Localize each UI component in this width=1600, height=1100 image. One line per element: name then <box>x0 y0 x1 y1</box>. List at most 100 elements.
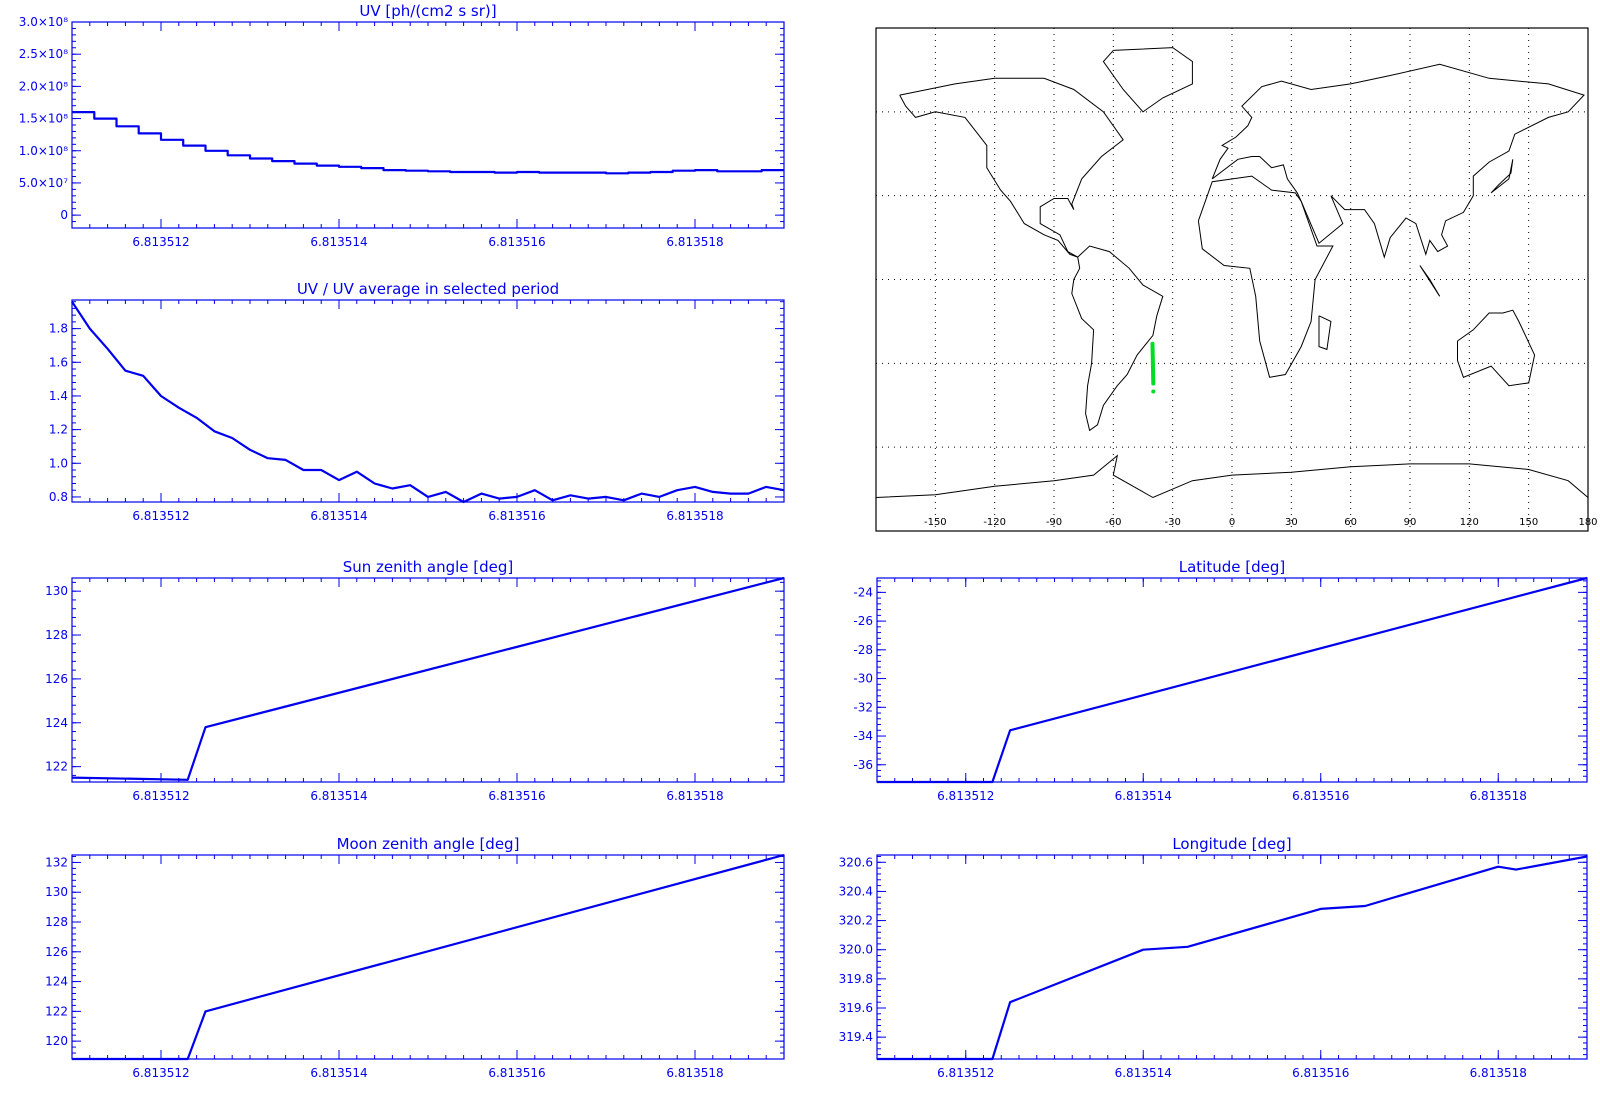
y-tick-label: 320.4 <box>839 884 873 898</box>
map-xtick-label: -90 <box>1046 517 1062 528</box>
chart-title: Sun zenith angle [deg] <box>343 558 514 576</box>
y-tick-label: 1.8 <box>49 322 68 336</box>
x-tick-label: 6.813516 <box>488 789 545 803</box>
y-tick-label: -32 <box>853 700 873 714</box>
y-tick-label: 124 <box>45 975 68 989</box>
map-coastline <box>1102 47 1193 113</box>
map-frame <box>875 27 1589 532</box>
x-tick-label: 6.813516 <box>488 1066 545 1080</box>
y-tick-label: 122 <box>45 760 68 774</box>
x-tick-label: 6.813518 <box>1470 1066 1527 1080</box>
map-coastline <box>1490 159 1514 194</box>
y-tick-label: 2.0×10⁸ <box>19 79 68 93</box>
x-tick-label: 6.813514 <box>310 1066 367 1080</box>
series-line <box>71 301 785 504</box>
x-tick-label: 6.813514 <box>310 509 367 523</box>
x-tick-label: 6.813516 <box>1292 1066 1349 1080</box>
y-tick-label: 5.0×10⁷ <box>19 176 68 190</box>
map-xtick-label: 150 <box>1519 517 1538 528</box>
y-tick-label: -24 <box>853 585 873 599</box>
y-tick-label: 1.6 <box>49 355 68 369</box>
chart-title: UV [ph/(cm2 s sr)] <box>359 2 496 20</box>
x-tick-label: 6.813518 <box>666 509 723 523</box>
y-tick-label: 126 <box>45 945 68 959</box>
y-tick-label: -36 <box>853 758 873 772</box>
series-line <box>72 110 784 175</box>
x-tick-label: 6.813512 <box>132 509 189 523</box>
map-track-point <box>1151 389 1156 394</box>
series-line <box>71 576 785 781</box>
y-tick-label: 126 <box>45 672 68 686</box>
map-coastline <box>1457 309 1536 387</box>
map-xtick-label: -30 <box>1164 517 1180 528</box>
y-tick-label: 130 <box>45 584 68 598</box>
x-tick-label: 6.813512 <box>937 1066 994 1080</box>
y-tick-label: 0 <box>60 208 68 222</box>
chart-lat: Latitude [deg] 6.813512 6.813514 6.813516 6.… <box>853 558 1588 803</box>
chart-mza: Moon zenith angle [deg] 6.813512 6.813514 6… <box>45 835 785 1080</box>
map-coastline <box>875 454 1589 499</box>
chart-title: UV / UV average in selected period <box>297 280 559 298</box>
map-xtick-label: 180 <box>1578 517 1597 528</box>
x-tick-label: 6.813516 <box>1292 789 1349 803</box>
y-tick-label: 1.0×10⁸ <box>19 144 68 158</box>
chart-sza: Sun zenith angle [deg] 6.813512 6.813514 6.… <box>45 558 785 803</box>
plot-frame <box>876 854 1588 1060</box>
x-tick-label: 6.813518 <box>666 235 723 249</box>
y-tick-label: 319.8 <box>839 972 873 986</box>
x-tick-label: 6.813514 <box>1115 1066 1172 1080</box>
x-tick-label: 6.813518 <box>666 789 723 803</box>
y-tick-label: -28 <box>853 643 873 657</box>
plot-frame <box>876 577 1588 783</box>
x-tick-label: 6.813512 <box>937 789 994 803</box>
y-tick-label: 132 <box>45 855 68 869</box>
map-coastline <box>1419 265 1441 297</box>
map-coastline <box>1071 245 1164 432</box>
y-tick-label: -26 <box>853 614 873 628</box>
series-line <box>877 855 1588 1061</box>
y-tick-label: 3.0×10⁸ <box>19 15 68 29</box>
x-tick-label: 6.813514 <box>1115 789 1172 803</box>
map-coastline <box>1197 175 1334 378</box>
y-tick-label: 0.8 <box>49 490 68 504</box>
y-tick-label: 2.5×10⁸ <box>19 47 68 61</box>
y-tick-label: 120 <box>45 1034 68 1048</box>
plot-frame <box>71 299 785 503</box>
chart-map: -150 -120 -90 -60 -30 0 30 60 90 120 150 180 <box>875 27 1598 532</box>
map-xtick-label: 30 <box>1285 517 1298 528</box>
series-line <box>72 853 785 1061</box>
y-tick-label: 128 <box>45 915 68 929</box>
x-tick-label: 6.813512 <box>132 1066 189 1080</box>
chart-uv: UV [ph/(cm2 s sr)] 6.813512 6.813514 6.8135… <box>19 2 785 249</box>
map-xtick-label: 0 <box>1229 517 1235 528</box>
plot-frame <box>71 21 785 229</box>
chart-lon: Longitude [deg] 6.813512 6.813514 6.813516 6… <box>839 835 1588 1080</box>
y-tick-label: 319.4 <box>839 1030 873 1044</box>
y-tick-label: 1.4 <box>49 389 68 403</box>
plot-frame <box>71 854 785 1060</box>
map-xtick-label: 120 <box>1460 517 1479 528</box>
x-tick-label: 6.813512 <box>132 789 189 803</box>
map-xtick-label: 60 <box>1344 517 1357 528</box>
map-coastline <box>899 77 1124 258</box>
y-tick-label: 130 <box>45 885 68 899</box>
map-xtick-label: 90 <box>1404 517 1417 528</box>
plot-frame <box>71 577 785 783</box>
y-tick-label: 128 <box>45 628 68 642</box>
chart-ratio: UV / UV average in selected period 6.8135… <box>49 280 785 523</box>
y-tick-label: 320.2 <box>839 914 873 928</box>
y-tick-label: 122 <box>45 1004 68 1018</box>
map-xtick-label: -150 <box>924 517 947 528</box>
y-tick-label: -30 <box>853 672 873 686</box>
x-tick-label: 6.813518 <box>1470 789 1527 803</box>
series-line <box>877 576 1588 784</box>
y-tick-label: 320.6 <box>839 855 873 869</box>
x-tick-label: 6.813516 <box>488 235 545 249</box>
chart-title: Moon zenith angle [deg] <box>337 835 520 853</box>
map-xtick-label: -120 <box>983 517 1006 528</box>
chart-title: Longitude [deg] <box>1172 835 1291 853</box>
chart-title: Latitude [deg] <box>1179 558 1285 576</box>
x-tick-label: 6.813518 <box>666 1066 723 1080</box>
y-tick-label: -34 <box>853 729 873 743</box>
